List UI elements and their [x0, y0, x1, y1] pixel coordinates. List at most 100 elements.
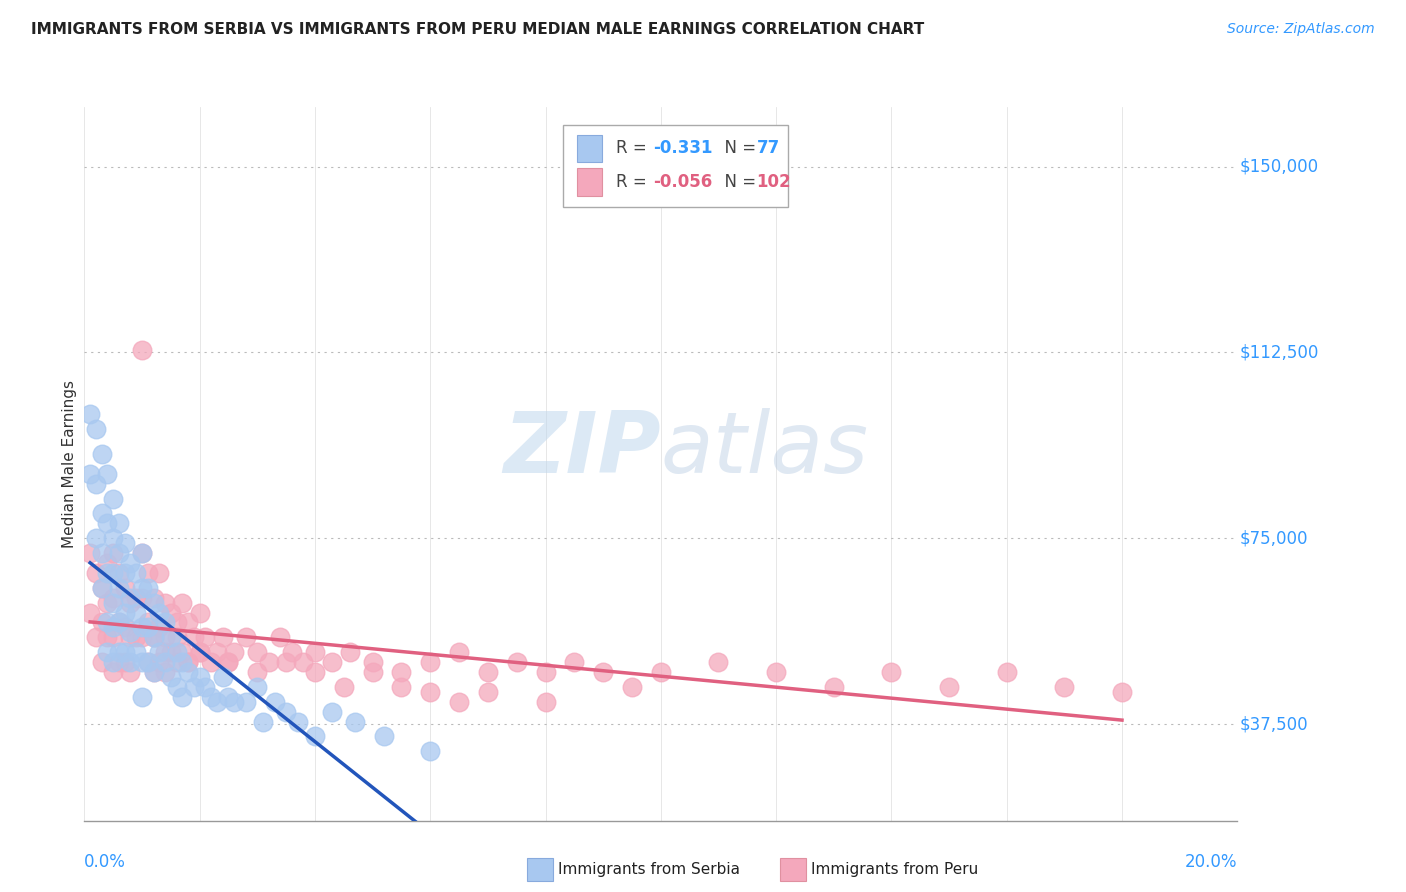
- Point: [339, 645, 361, 659]
- Point: [172, 655, 194, 669]
- Point: [120, 655, 142, 669]
- Point: [84, 630, 107, 644]
- Point: [131, 620, 153, 634]
- Point: [96, 645, 118, 659]
- Point: [477, 685, 499, 699]
- Point: [131, 655, 153, 669]
- Point: [114, 581, 136, 595]
- Point: [96, 615, 118, 630]
- Point: [1053, 680, 1076, 694]
- Point: [995, 665, 1018, 679]
- Text: ZIP: ZIP: [503, 408, 661, 491]
- Text: R =: R =: [616, 173, 652, 191]
- Text: Immigrants from Serbia: Immigrants from Serbia: [558, 863, 740, 877]
- Point: [361, 665, 384, 679]
- Text: -0.331: -0.331: [652, 139, 713, 157]
- Point: [276, 655, 298, 669]
- Point: [120, 665, 142, 679]
- Text: $150,000: $150,000: [1240, 158, 1319, 176]
- Point: [96, 566, 118, 580]
- Point: [96, 467, 118, 481]
- Point: [90, 507, 112, 521]
- Point: [108, 615, 131, 630]
- Point: [120, 596, 142, 610]
- Point: [84, 422, 107, 436]
- Text: N =: N =: [714, 173, 761, 191]
- Point: [142, 630, 165, 644]
- Point: [103, 531, 124, 545]
- Point: [172, 596, 194, 610]
- Point: [188, 645, 211, 659]
- Point: [276, 705, 298, 719]
- Point: [194, 630, 217, 644]
- Point: [148, 606, 170, 620]
- Point: [304, 645, 326, 659]
- Point: [534, 665, 557, 679]
- Point: [269, 630, 291, 644]
- Text: 20.0%: 20.0%: [1185, 853, 1237, 871]
- Point: [84, 566, 107, 580]
- Text: $37,500: $37,500: [1240, 715, 1308, 733]
- Point: [120, 630, 142, 644]
- Point: [419, 685, 441, 699]
- Point: [477, 665, 499, 679]
- Point: [142, 591, 165, 605]
- Point: [108, 581, 131, 595]
- Point: [103, 491, 124, 506]
- Point: [136, 581, 159, 595]
- Point: [166, 630, 188, 644]
- Point: [252, 714, 274, 729]
- Point: [823, 680, 845, 694]
- Point: [131, 343, 153, 357]
- Point: [188, 606, 211, 620]
- Point: [108, 546, 131, 560]
- Point: [166, 655, 188, 669]
- Point: [125, 645, 148, 659]
- Point: [153, 615, 176, 630]
- Point: [90, 581, 112, 595]
- Point: [765, 665, 787, 679]
- Point: [114, 606, 136, 620]
- Point: [246, 645, 269, 659]
- Text: N =: N =: [714, 139, 761, 157]
- Point: [136, 566, 159, 580]
- Text: $112,500: $112,500: [1240, 343, 1319, 361]
- Point: [194, 680, 217, 694]
- Point: [373, 730, 395, 744]
- Point: [131, 630, 153, 644]
- Point: [304, 730, 326, 744]
- Point: [263, 695, 285, 709]
- Point: [304, 665, 326, 679]
- Point: [235, 630, 257, 644]
- Point: [103, 665, 124, 679]
- Bar: [576, 135, 602, 162]
- Point: [160, 606, 183, 620]
- Point: [211, 630, 233, 644]
- Point: [103, 655, 124, 669]
- Point: [90, 655, 112, 669]
- Point: [90, 615, 112, 630]
- Point: [166, 615, 188, 630]
- Point: [79, 467, 101, 481]
- Point: [188, 670, 211, 684]
- Point: [880, 665, 903, 679]
- Point: [131, 690, 153, 704]
- Point: [108, 645, 131, 659]
- Text: Immigrants from Peru: Immigrants from Peru: [811, 863, 979, 877]
- Point: [148, 566, 170, 580]
- Point: [177, 655, 200, 669]
- Point: [136, 655, 159, 669]
- Point: [177, 615, 200, 630]
- Point: [103, 591, 124, 605]
- Point: [235, 695, 257, 709]
- Text: $75,000: $75,000: [1240, 529, 1308, 547]
- Point: [166, 645, 188, 659]
- Point: [96, 596, 118, 610]
- Point: [218, 655, 240, 669]
- Point: [136, 620, 159, 634]
- Point: [321, 655, 343, 669]
- Bar: [576, 169, 602, 195]
- Point: [125, 566, 148, 580]
- Point: [361, 655, 384, 669]
- Point: [84, 531, 107, 545]
